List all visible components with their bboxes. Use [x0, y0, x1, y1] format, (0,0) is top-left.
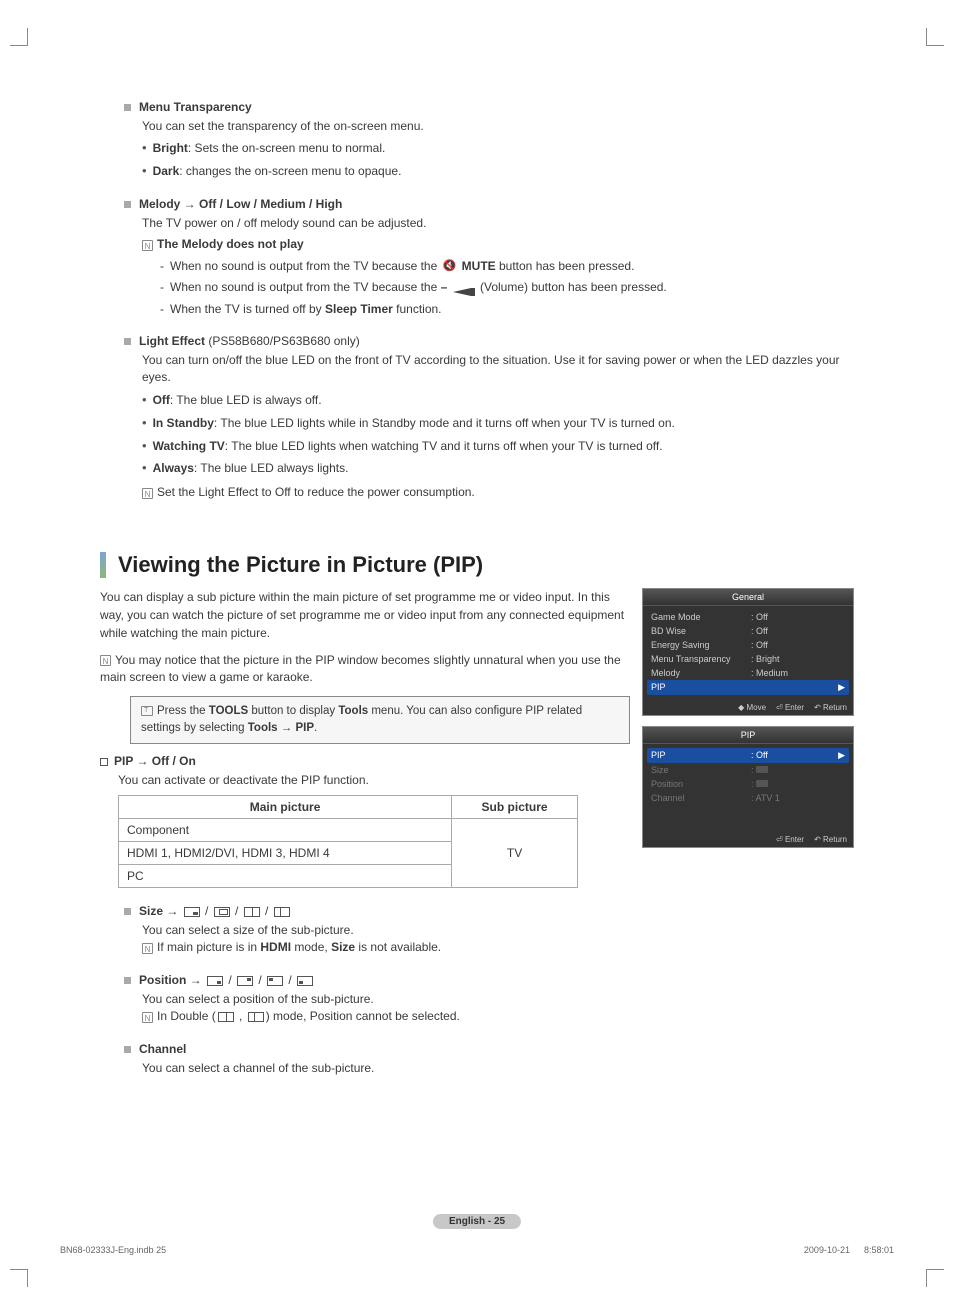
- body-text: You can select a size of the sub-picture…: [142, 922, 854, 939]
- model-note: (PS58B680/PS63B680 only): [205, 334, 360, 348]
- note-icon: N: [100, 655, 111, 666]
- heading: Menu Transparency: [139, 100, 252, 114]
- body-text: The TV power on / off melody sound can b…: [142, 215, 854, 232]
- size-option-icon: [248, 1012, 264, 1022]
- note-icon: N: [142, 943, 153, 954]
- square-bullet-icon: [124, 977, 131, 984]
- square-bullet-icon: [124, 1046, 131, 1053]
- tools-callout: Press the TOOLS button to display Tools …: [130, 696, 630, 743]
- body-text: You can select a channel of the sub-pict…: [142, 1060, 854, 1077]
- osd-footer: ◆ Move⏎ Enter↶ Return: [643, 699, 853, 715]
- note-text: You may notice that the picture in the P…: [100, 653, 621, 684]
- osd-highlight-row: PIP▶: [647, 680, 849, 695]
- crop-mark: [10, 28, 28, 46]
- heading: Channel: [139, 1042, 186, 1056]
- osd-highlight-row: PIP: Off▶: [647, 748, 849, 763]
- outline-bullet-icon: [100, 758, 108, 766]
- note-icon: N: [142, 240, 153, 251]
- body-text: You can turn on/off the blue LED on the …: [142, 352, 854, 387]
- size-option-icon: [218, 1012, 234, 1022]
- list-item: Bright: Sets the on-screen menu to norma…: [142, 139, 854, 158]
- list-item: Always: The blue LED always lights.: [142, 459, 854, 478]
- osd-header: General: [643, 589, 853, 606]
- osd-column: General Game Mode: Off BD Wise: Off Ener…: [642, 588, 854, 858]
- section-size: Size → / / / You can select a size of th…: [100, 904, 854, 957]
- square-bullet-icon: [124, 201, 131, 208]
- table-cell: Component: [119, 819, 452, 842]
- list-item: When the TV is turned off by Sleep Timer…: [160, 301, 854, 318]
- size-option-icon: [214, 907, 230, 917]
- position-option-icon: [237, 976, 253, 986]
- intro-text: You can display a sub picture within the…: [100, 588, 630, 642]
- tools-icon: [141, 706, 153, 716]
- mute-icon: 🔇: [443, 259, 457, 275]
- osd-header: PIP: [643, 727, 853, 744]
- osd-footer: ⏎ Enter↶ Return: [643, 831, 853, 847]
- position-option-icon: [297, 976, 313, 986]
- heading: PIP → Off / On: [114, 754, 196, 768]
- crop-mark: [926, 1269, 944, 1287]
- section-position: Position → / / / You can select a positi…: [100, 973, 854, 1026]
- crop-mark: [10, 1269, 28, 1287]
- square-bullet-icon: [124, 338, 131, 345]
- footer-right: 2009-10-21 8:58:01: [804, 1245, 894, 1255]
- body-text: You can activate or deactivate the PIP f…: [118, 772, 630, 789]
- square-bullet-icon: [124, 908, 131, 915]
- table-cell: HDMI 1, HDMI2/DVI, HDMI 3, HDMI 4: [119, 842, 452, 865]
- page-number-badge: English - 25: [433, 1214, 521, 1229]
- list-item: When no sound is output from the TV beca…: [160, 258, 854, 275]
- heading: Size →: [139, 904, 182, 918]
- section-menu-transparency: Menu Transparency You can set the transp…: [100, 100, 854, 181]
- list-item: Dark: changes the on-screen menu to opaq…: [142, 162, 854, 181]
- crop-mark: [926, 28, 944, 46]
- osd-pip-panel: PIP PIP: Off▶ Size: Position: Channel: A…: [642, 726, 854, 848]
- list-item: When no sound is output from the TV beca…: [160, 279, 854, 296]
- section-title: Viewing the Picture in Picture (PIP): [100, 552, 854, 578]
- section-channel: Channel You can select a channel of the …: [100, 1042, 854, 1077]
- note-icon: N: [142, 488, 153, 499]
- osd-general-panel: General Game Mode: Off BD Wise: Off Ener…: [642, 588, 854, 716]
- body-text: You can select a position of the sub-pic…: [142, 991, 854, 1008]
- pip-table: Main picture Sub picture Component TV HD…: [118, 795, 578, 888]
- heading: Light Effect: [139, 334, 205, 348]
- note-text: Set the Light Effect to Off to reduce th…: [157, 485, 475, 499]
- table-cell: PC: [119, 865, 452, 888]
- heading: Position →: [139, 973, 205, 987]
- list-item: In Standby: The blue LED lights while in…: [142, 414, 854, 433]
- size-option-icon: [274, 907, 290, 917]
- position-option-icon: [267, 976, 283, 986]
- table-header: Sub picture: [452, 796, 578, 819]
- note-title: The Melody does not play: [157, 237, 304, 251]
- volume-icon: [453, 284, 475, 292]
- heading: Melody → Off / Low / Medium / High: [139, 197, 342, 211]
- list-item: Off: The blue LED is always off.: [142, 391, 854, 410]
- footer-left: BN68-02333J-Eng.indb 25: [60, 1245, 166, 1255]
- section-light-effect: Light Effect (PS58B680/PS63B680 only) Yo…: [100, 334, 854, 502]
- table-header: Main picture: [119, 796, 452, 819]
- print-footer: BN68-02333J-Eng.indb 25 2009-10-21 8:58:…: [60, 1245, 894, 1255]
- table-cell: TV: [452, 819, 578, 888]
- section-melody: Melody → Off / Low / Medium / High The T…: [100, 197, 854, 318]
- size-option-icon: [184, 907, 200, 917]
- body-text: You can set the transparency of the on-s…: [142, 118, 854, 135]
- position-option-icon: [207, 976, 223, 986]
- note-icon: N: [142, 1012, 153, 1023]
- list-item: Watching TV: The blue LED lights when wa…: [142, 437, 854, 456]
- square-bullet-icon: [124, 104, 131, 111]
- size-option-icon: [244, 907, 260, 917]
